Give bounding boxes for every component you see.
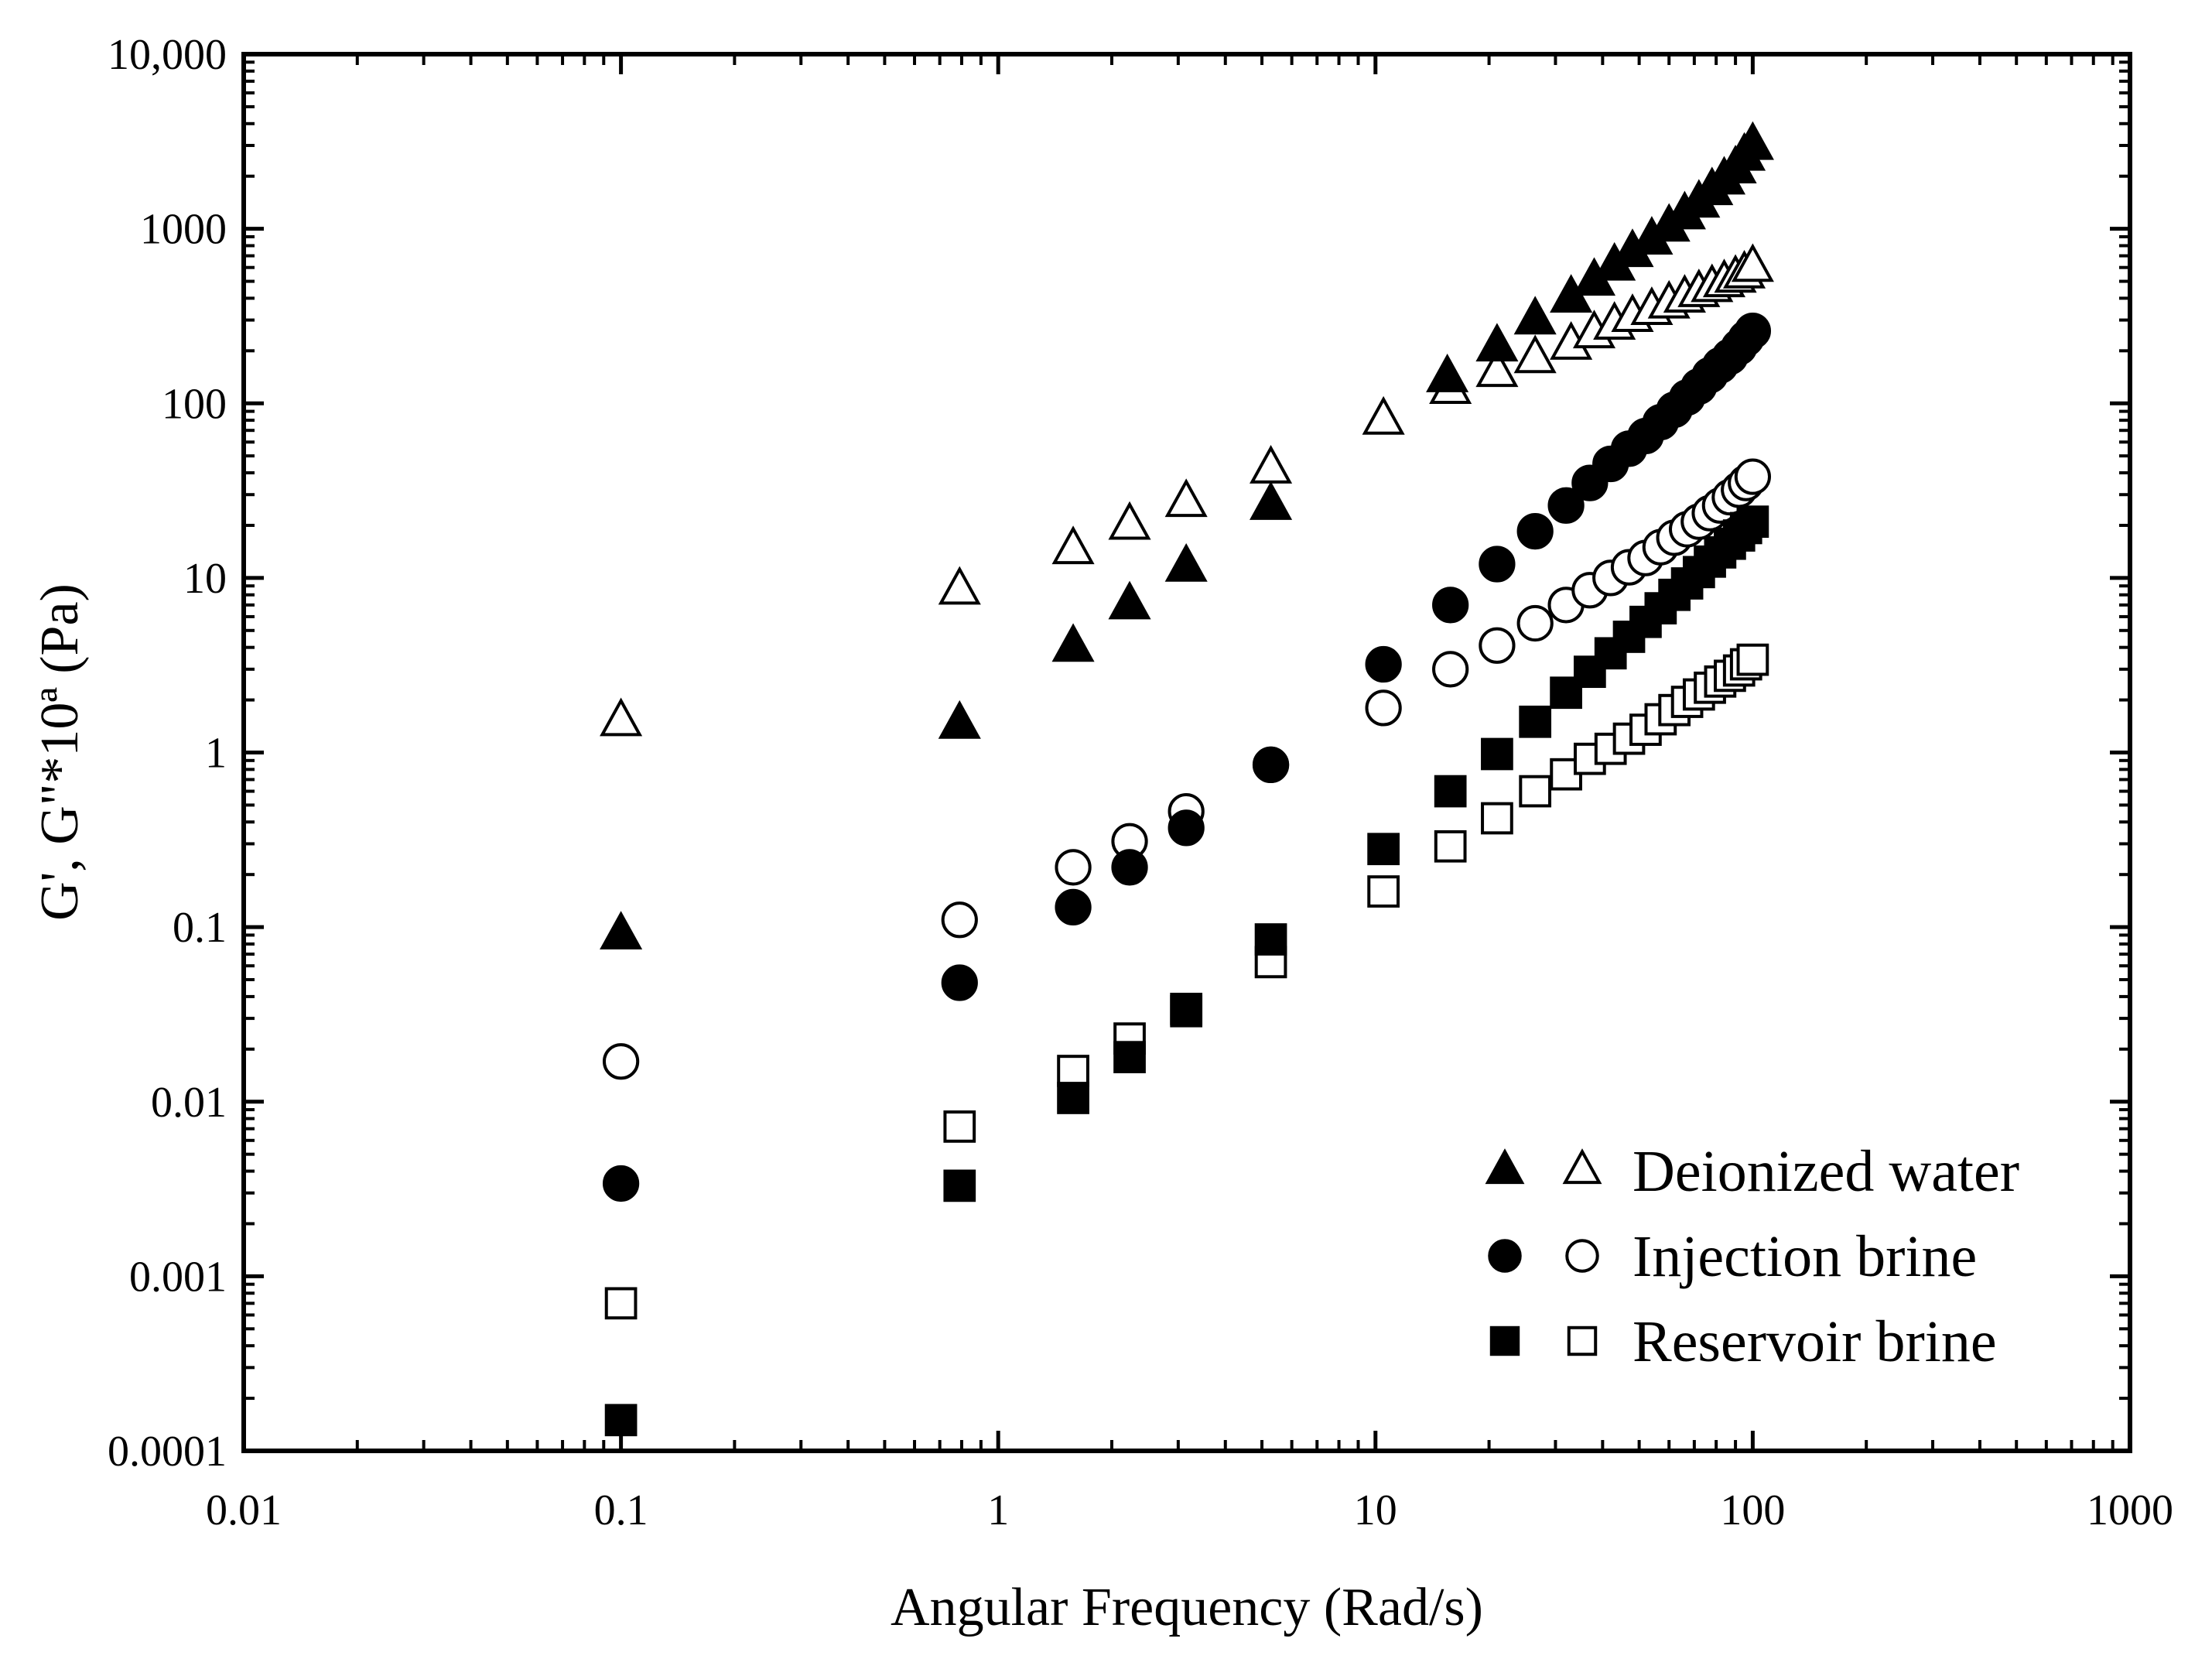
y-tick-label: 10	[183, 555, 227, 603]
data-point-reservoir-brine-g	[604, 1287, 638, 1320]
data-point-injection-brine-g	[1252, 746, 1290, 784]
data-point-reservoir-brine-g	[943, 1110, 976, 1143]
data-point-injection-brine-g	[1055, 849, 1092, 886]
data-point-injection-brine-g	[602, 1165, 640, 1202]
x-tick-label: 100	[1720, 1486, 1785, 1534]
data-point-reservoir-brine-g	[1057, 1055, 1089, 1087]
y-tick-label: 0.0001	[108, 1428, 227, 1476]
tick-labels: 0.01 0.1 1 10 100 1000 0.0001 0.001 0.01 0.1 1 10 10…	[108, 31, 2173, 1534]
data-point-injection-brine-g	[1168, 809, 1205, 847]
data-point-injection-brine-g	[941, 964, 978, 1001]
y-tick-label: 100	[162, 380, 227, 428]
data-point-deionized-water-g	[1164, 542, 1208, 582]
x-tick-label: 10	[1354, 1486, 1397, 1534]
data-point-reservoir-brine-g	[1367, 833, 1400, 866]
legend-marker-open	[1565, 1239, 1599, 1273]
data-point-injection-brine-g	[1365, 689, 1402, 727]
data-point-deionized-water-g	[1051, 623, 1095, 662]
legend-label: Deionized water	[1633, 1139, 2019, 1204]
data-point-deionized-water-g	[1250, 481, 1293, 520]
data-point-deionized-water-g	[1475, 323, 1519, 362]
data-point-injection-brine-g	[1111, 849, 1148, 886]
data-point-injection-brine-g	[1432, 651, 1469, 688]
data-point-deionized-water-g	[938, 566, 981, 605]
data-point-reservoir-brine-g	[1736, 643, 1769, 676]
y-tick-label: 0.01	[151, 1079, 227, 1127]
data-point-reservoir-brine-g	[1057, 1082, 1089, 1114]
data-point-deionized-water-g	[1513, 296, 1557, 335]
data-point-injection-brine-g	[941, 901, 978, 939]
data-point-deionized-water-g	[1164, 478, 1208, 518]
data-point-injection-brine-g	[1479, 627, 1516, 664]
data-point-deionized-water-g	[1731, 121, 1774, 160]
axis-ticks	[241, 52, 2132, 1453]
y-axis-title: G', G"*10ª (Pa)	[30, 583, 90, 921]
data-point-deionized-water-g	[938, 700, 981, 739]
x-tick-label: 1000	[2087, 1486, 2173, 1534]
y-tick-label: 10,000	[108, 31, 227, 79]
x-tick-label: 1	[987, 1486, 1009, 1534]
y-tick-label: 0.1	[173, 904, 227, 952]
y-tick-label: 1	[205, 730, 227, 778]
data-point-reservoir-brine-g	[604, 1404, 638, 1437]
data-point-injection-brine-g	[1055, 888, 1092, 926]
data-point-deionized-water-g	[1362, 395, 1405, 435]
x-tick-label: 0.01	[206, 1486, 282, 1534]
x-axis-title: Angular Frequency (Rad/s)	[891, 1578, 1483, 1637]
data-point-deionized-water-g	[1731, 243, 1774, 282]
legend-marker-filled	[1488, 1239, 1522, 1273]
data-point-reservoir-brine-g	[1519, 705, 1552, 738]
data-point-injection-brine-g	[602, 1043, 640, 1080]
data-point-injection-brine-g	[1516, 604, 1554, 642]
data-point-reservoir-brine-g	[1736, 505, 1769, 539]
data-point-reservoir-brine-g	[1434, 775, 1467, 808]
data-point-injection-brine-g	[1479, 546, 1516, 583]
data-point-deionized-water-g	[600, 911, 643, 950]
data-points	[600, 121, 1774, 1437]
legend-label: Injection brine	[1633, 1224, 1977, 1289]
data-point-deionized-water-g	[1051, 525, 1095, 565]
data-point-reservoir-brine-g	[1170, 992, 1203, 1025]
data-point-injection-brine-g	[1432, 587, 1469, 624]
x-tick-label: 0.1	[594, 1486, 648, 1534]
data-point-injection-brine-g	[1734, 458, 1772, 495]
data-point-reservoir-brine-g	[1481, 737, 1513, 771]
data-point-deionized-water-g	[1108, 501, 1151, 540]
data-point-reservoir-brine-g	[1113, 1041, 1146, 1074]
data-point-injection-brine-g	[1365, 645, 1402, 683]
data-point-deionized-water-g	[1475, 348, 1519, 388]
legend-label: Reservoir brine	[1633, 1309, 1997, 1374]
data-point-reservoir-brine-g	[1519, 775, 1552, 808]
data-point-reservoir-brine-g	[1481, 802, 1513, 835]
legend: Deionized water Injection brine Reservoir …	[1485, 1139, 2019, 1374]
data-point-deionized-water-g	[1108, 580, 1151, 620]
y-tick-label: 0.001	[129, 1253, 227, 1301]
data-point-injection-brine-g	[1516, 512, 1554, 550]
data-point-deionized-water-g	[600, 697, 643, 737]
legend-marker-filled	[1485, 1148, 1525, 1185]
data-point-deionized-water-g	[1513, 334, 1557, 374]
data-point-reservoir-brine-g	[943, 1169, 976, 1202]
data-point-reservoir-brine-g	[1254, 923, 1287, 956]
legend-marker-open	[1567, 1325, 1598, 1356]
data-point-deionized-water-g	[1426, 354, 1469, 392]
legend-marker-open	[1562, 1148, 1602, 1185]
y-tick-label: 1000	[140, 206, 227, 254]
data-point-injection-brine-g	[1734, 313, 1772, 350]
data-point-injection-brine-g	[1547, 487, 1585, 524]
data-point-reservoir-brine-g	[1434, 830, 1467, 863]
data-point-reservoir-brine-g	[1367, 875, 1400, 908]
legend-marker-filled	[1489, 1325, 1520, 1356]
